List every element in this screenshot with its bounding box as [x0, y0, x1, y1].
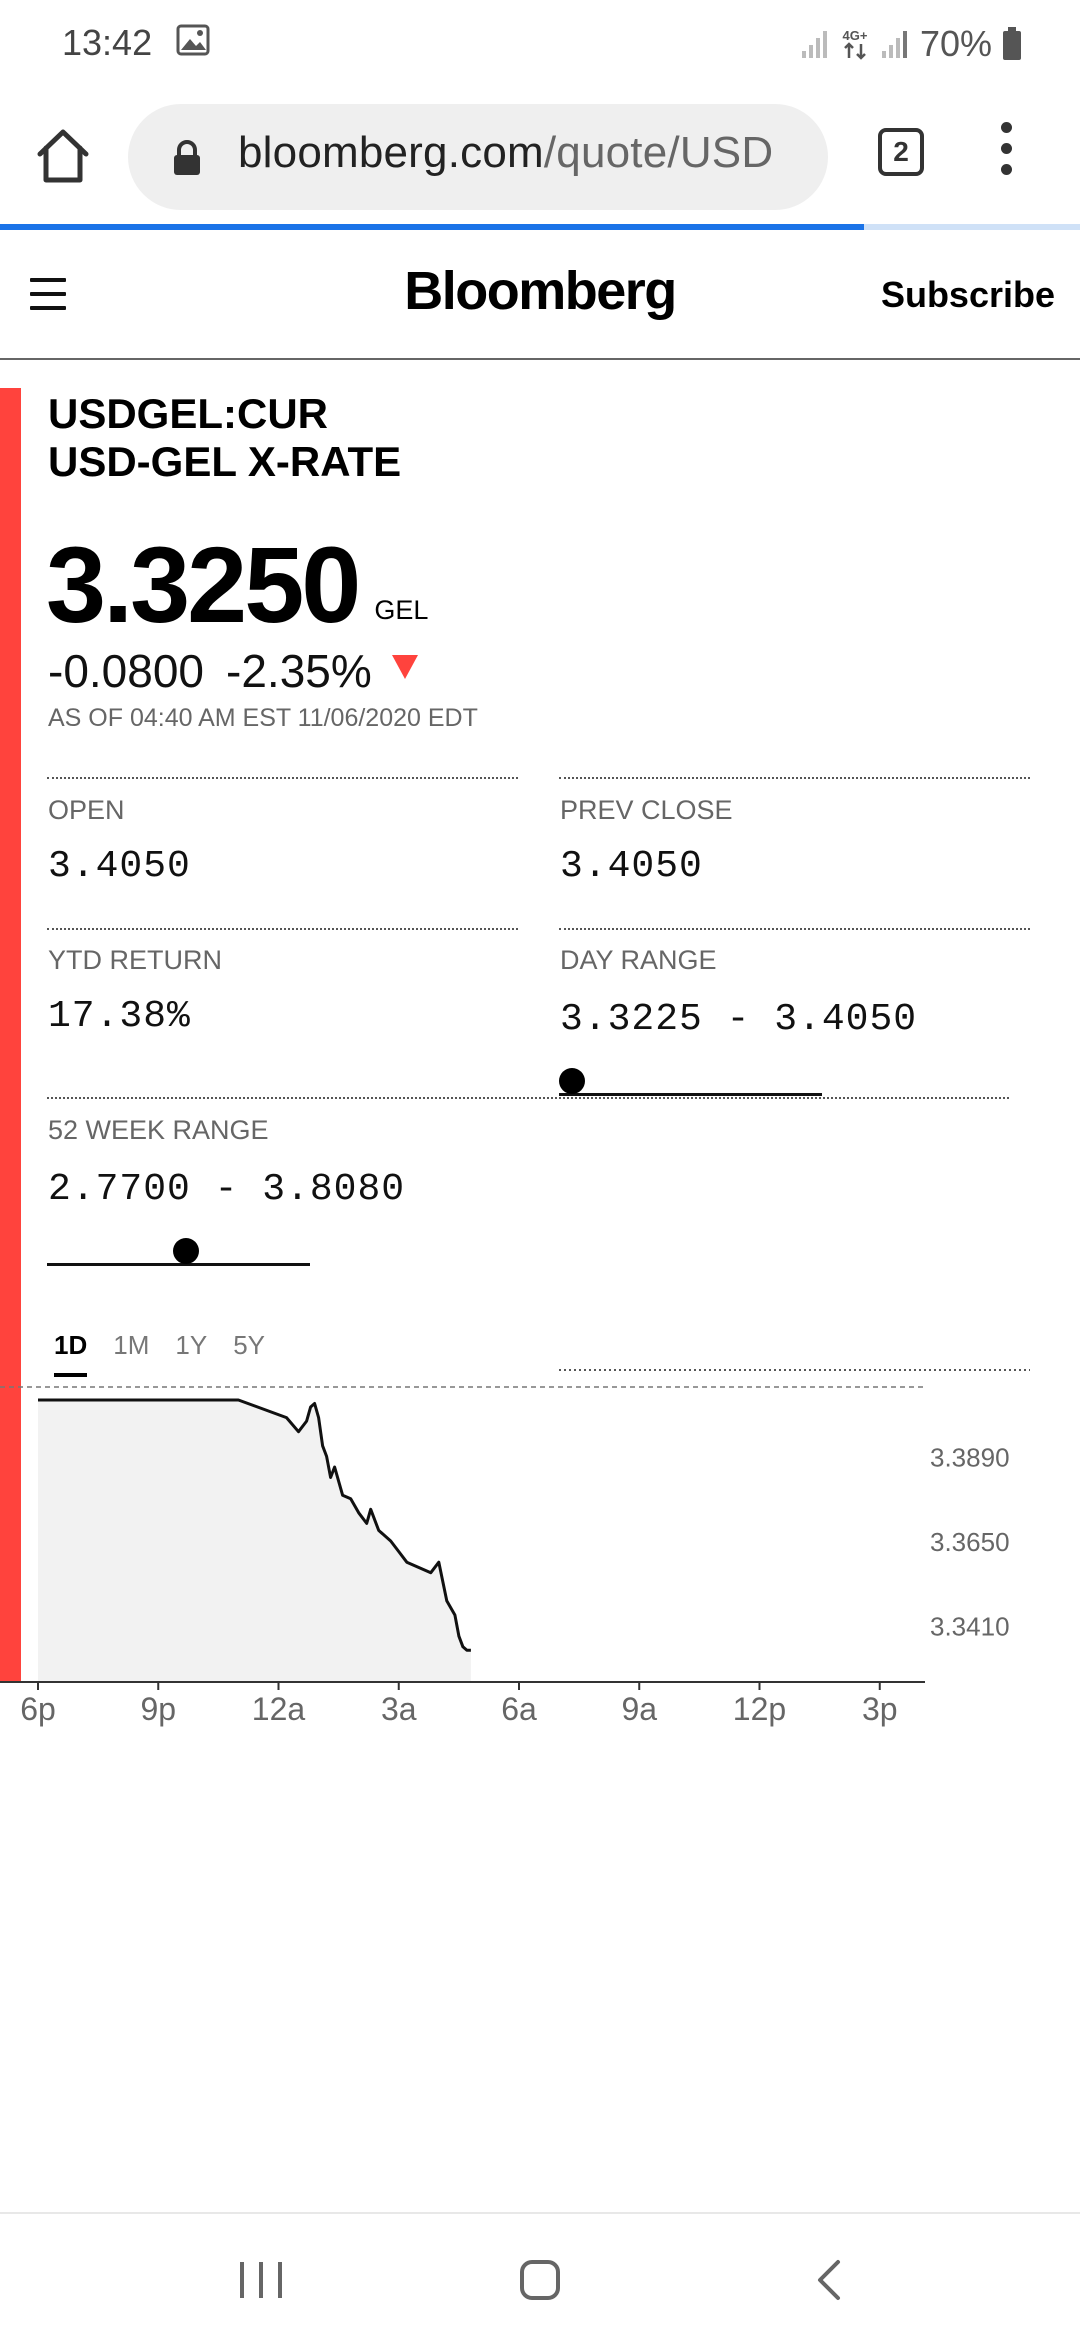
- signal-icon: [801, 31, 827, 58]
- week52-range-marker: [173, 1238, 200, 1264]
- x-tick-label: 6a: [501, 1691, 537, 1727]
- page-load-progress: [0, 224, 1080, 230]
- timeframe-tab-1d[interactable]: 1D: [54, 1330, 88, 1377]
- tab-switcher-button[interactable]: 2: [878, 128, 924, 176]
- chart-series-line: [38, 1398, 471, 1652]
- price-change-row: -0.0800 -2.35%: [48, 644, 418, 698]
- timeframe-tab-5y[interactable]: 5Y: [233, 1330, 265, 1360]
- stats-divider: [47, 777, 518, 779]
- lock-icon: [174, 140, 200, 175]
- prev-close-label: PREV CLOSE: [560, 795, 733, 825]
- system-navigation-bar: [0, 2212, 1080, 2340]
- price-change-percent: -2.35%: [226, 645, 372, 697]
- stats-divider: [559, 777, 1030, 779]
- status-bar: 13:42 4G+ 70%: [0, 0, 1080, 90]
- x-tick-label: 9a: [621, 1691, 657, 1727]
- stats-divider: [47, 1097, 1009, 1099]
- x-tick-label: 9p: [140, 1691, 176, 1727]
- y-tick-label: 3.3650: [930, 1527, 1010, 1557]
- svg-text:4G+: 4G+: [842, 28, 867, 43]
- price-row: 3.3250 GEL: [46, 530, 428, 640]
- prev-close-value: 3.4050: [560, 845, 703, 888]
- status-time: 13:42: [62, 22, 153, 63]
- page-load-progress-fill: [0, 224, 864, 230]
- stats-divider: [559, 928, 1030, 930]
- browser-menu-icon[interactable]: [994, 122, 1018, 188]
- x-tick-label: 12p: [733, 1691, 786, 1727]
- ticker-symbol: USDGEL:CUR: [48, 390, 328, 437]
- signal-icon-2: [881, 31, 907, 58]
- quote-timestamp: AS OF 04:40 AM EST 11/06/2020 EDT: [48, 704, 478, 732]
- day-range-label: DAY RANGE: [560, 945, 717, 975]
- price-change: -0.0800: [48, 645, 205, 697]
- network-type-icon: 4G+: [842, 28, 868, 60]
- ytd-return-label: YTD RETURN: [48, 945, 222, 975]
- address-bar[interactable]: bloomberg.com/quote/USD: [128, 104, 828, 210]
- open-label: OPEN: [48, 795, 125, 825]
- bloomberg-logo[interactable]: Bloomberg: [404, 261, 677, 321]
- stats-divider: [47, 928, 518, 930]
- open-value: 3.4050: [48, 845, 191, 888]
- subscribe-link[interactable]: Subscribe: [880, 274, 1055, 315]
- y-tick-label: 3.3410: [930, 1612, 1010, 1642]
- gallery-notification-icon: [176, 24, 210, 56]
- quote-accent-bar: [0, 388, 21, 1683]
- url-path: /quote/USD: [543, 128, 774, 177]
- price-value: 3.3250: [46, 524, 361, 645]
- y-tick-label: 3.3890: [930, 1442, 1010, 1472]
- back-icon[interactable]: [810, 2258, 850, 2302]
- x-tick-label: 6p: [20, 1691, 56, 1727]
- browser-toolbar: bloomberg.com/quote/USD 2: [0, 90, 1080, 222]
- home-nav-icon[interactable]: [520, 2260, 560, 2300]
- day-range-value: 3.3225 - 3.4050: [560, 998, 918, 1041]
- x-tick-label: 12a: [252, 1691, 306, 1727]
- hamburger-menu-icon[interactable]: [30, 278, 66, 310]
- url-host: bloomberg.com: [238, 128, 544, 177]
- timeframe-tabs: 1D 1M 1Y 5Y: [54, 1330, 265, 1377]
- battery-percent: 70%: [919, 23, 992, 64]
- day-range-marker: [559, 1068, 586, 1094]
- day-range-track: [559, 1093, 822, 1096]
- recent-apps-icon[interactable]: [240, 2262, 282, 2298]
- site-header: Bloomberg Subscribe: [0, 230, 1080, 360]
- x-tick-label: 3a: [381, 1691, 417, 1727]
- ytd-return-value: 17.38%: [48, 995, 191, 1038]
- status-right-group: 4G+ 70%: [800, 20, 1022, 68]
- security-name: USD-GEL X-RATE: [48, 438, 402, 485]
- week52-range-label: 52 WEEK RANGE: [48, 1115, 269, 1145]
- timeframe-tab-1y[interactable]: 1Y: [175, 1330, 208, 1360]
- battery-icon: [1003, 27, 1021, 60]
- down-arrow-icon: [391, 655, 418, 679]
- chart-area-fill: [38, 1400, 471, 1682]
- week52-range-value: 2.7700 - 3.8080: [48, 1168, 406, 1211]
- x-tick-label: 3p: [862, 1691, 898, 1727]
- home-icon[interactable]: [34, 126, 92, 186]
- week52-range-track: [47, 1263, 310, 1266]
- price-currency: GEL: [374, 595, 429, 625]
- timeframe-tab-1m[interactable]: 1M: [113, 1330, 150, 1360]
- price-chart[interactable]: 6p 9p 12a 3a 6a 9a 12p 3p 3.3890 3.3650 3.3410: [0, 1360, 1080, 1740]
- url-text[interactable]: bloomberg.com/quote/USD: [238, 128, 773, 178]
